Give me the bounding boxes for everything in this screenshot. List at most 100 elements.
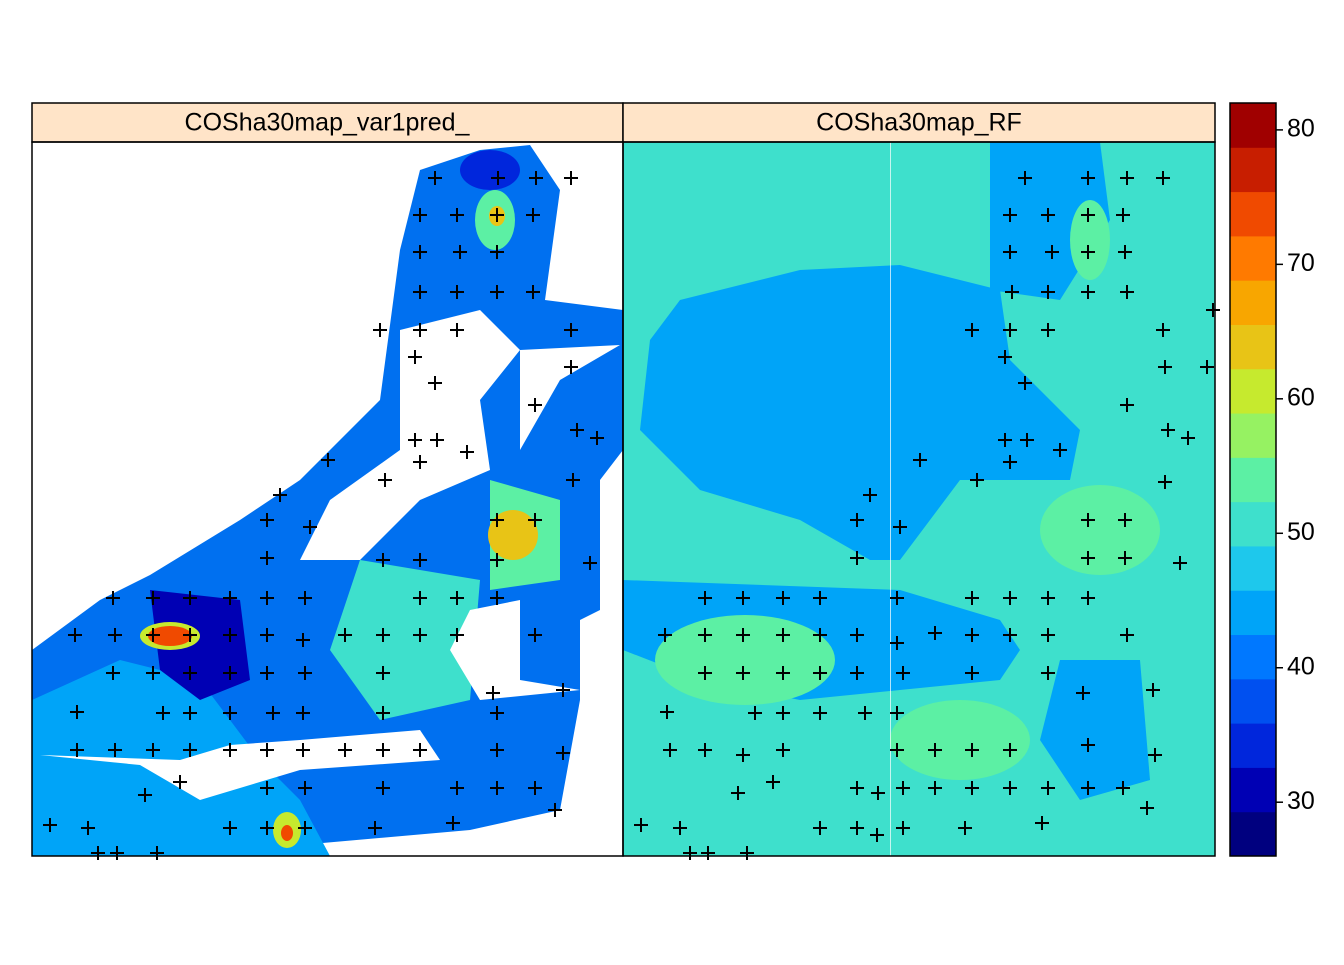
sample-point — [890, 743, 904, 757]
sample-point — [1081, 591, 1095, 605]
sample-point — [1081, 285, 1095, 299]
sample-point — [368, 821, 382, 835]
sample-point — [928, 626, 942, 640]
key-swatch — [1230, 235, 1276, 281]
sample-point — [1120, 398, 1134, 412]
sample-point — [413, 553, 427, 567]
sample-point — [1053, 443, 1067, 457]
sample-point — [260, 591, 274, 605]
sample-point — [1081, 781, 1095, 795]
sample-point — [408, 433, 422, 447]
sample-point — [583, 556, 597, 570]
panel-frame — [622, 141, 1216, 857]
color-key: 30 40 50 60 70 80 — [1229, 102, 1315, 857]
sample-point — [376, 781, 390, 795]
sample-point — [871, 786, 885, 800]
sample-point — [460, 445, 474, 459]
sample-point — [453, 245, 467, 259]
sample-point — [893, 520, 907, 534]
sample-point — [1041, 666, 1055, 680]
sample-point — [1156, 171, 1170, 185]
sample-point — [556, 683, 570, 697]
key-swatch — [1230, 147, 1276, 193]
sample-point — [1081, 551, 1095, 565]
sample-point — [1146, 683, 1160, 697]
sample-point — [850, 551, 864, 565]
sample-point — [138, 788, 152, 802]
sample-point — [813, 821, 827, 835]
key-frame — [1229, 102, 1277, 857]
sample-point — [376, 666, 390, 680]
sample-point — [296, 633, 310, 647]
sample-point — [896, 821, 910, 835]
sample-point — [698, 628, 712, 642]
sample-point — [660, 705, 674, 719]
sample-point — [260, 628, 274, 642]
sample-point — [731, 786, 745, 800]
sample-point — [490, 285, 504, 299]
sample-point — [1158, 360, 1172, 374]
sample-point — [376, 628, 390, 642]
sample-point — [556, 746, 570, 760]
sample-point — [566, 473, 580, 487]
key-swatch — [1230, 103, 1276, 148]
sample-point — [526, 285, 540, 299]
sample-point — [70, 743, 84, 757]
sample-point — [413, 743, 427, 757]
sample-point — [998, 433, 1012, 447]
sample-point — [183, 591, 197, 605]
sample-point — [1003, 781, 1017, 795]
sample-point — [813, 591, 827, 605]
sample-point — [1120, 171, 1134, 185]
sample-point — [863, 488, 877, 502]
sample-point — [378, 473, 392, 487]
key-swatch — [1230, 457, 1276, 503]
rf-map — [623, 142, 1215, 856]
sample-point — [408, 350, 422, 364]
sample-point — [321, 453, 335, 467]
key-swatch — [1230, 590, 1276, 636]
sample-point — [890, 591, 904, 605]
sample-point — [528, 398, 542, 412]
key-tick-label: 30 — [1287, 787, 1315, 815]
sample-point — [564, 323, 578, 337]
sample-point — [896, 666, 910, 680]
sample-point — [698, 591, 712, 605]
sample-point — [1018, 376, 1032, 390]
sample-point — [634, 818, 648, 832]
key-swatch — [1230, 634, 1276, 680]
sample-point — [413, 208, 427, 222]
sample-point — [548, 803, 562, 817]
sample-point — [260, 821, 274, 835]
key-swatch — [1230, 368, 1276, 414]
sample-point — [1003, 455, 1017, 469]
key-tick-label: 70 — [1287, 249, 1315, 277]
sample-point — [776, 591, 790, 605]
sample-point — [376, 743, 390, 757]
sample-point — [896, 781, 910, 795]
sample-point — [890, 636, 904, 650]
sample-point — [150, 846, 164, 860]
sample-point — [260, 513, 274, 527]
sample-point — [446, 816, 460, 830]
sample-point — [338, 743, 352, 757]
sample-point — [1081, 513, 1095, 527]
sample-point — [663, 743, 677, 757]
key-swatch — [1230, 678, 1276, 724]
key-swatch — [1230, 191, 1276, 237]
sample-point — [698, 666, 712, 680]
sample-point — [146, 591, 160, 605]
sample-point — [1118, 513, 1132, 527]
sample-point — [1081, 171, 1095, 185]
sample-point — [1005, 285, 1019, 299]
sample-point — [490, 553, 504, 567]
sample-point — [970, 473, 984, 487]
sample-point — [965, 743, 979, 757]
sample-point — [1116, 208, 1130, 222]
sample-point — [146, 743, 160, 757]
sample-point — [223, 628, 237, 642]
sample-point — [106, 591, 120, 605]
sample-point — [156, 706, 170, 720]
sample-point — [108, 628, 122, 642]
key-swatch — [1230, 811, 1276, 857]
